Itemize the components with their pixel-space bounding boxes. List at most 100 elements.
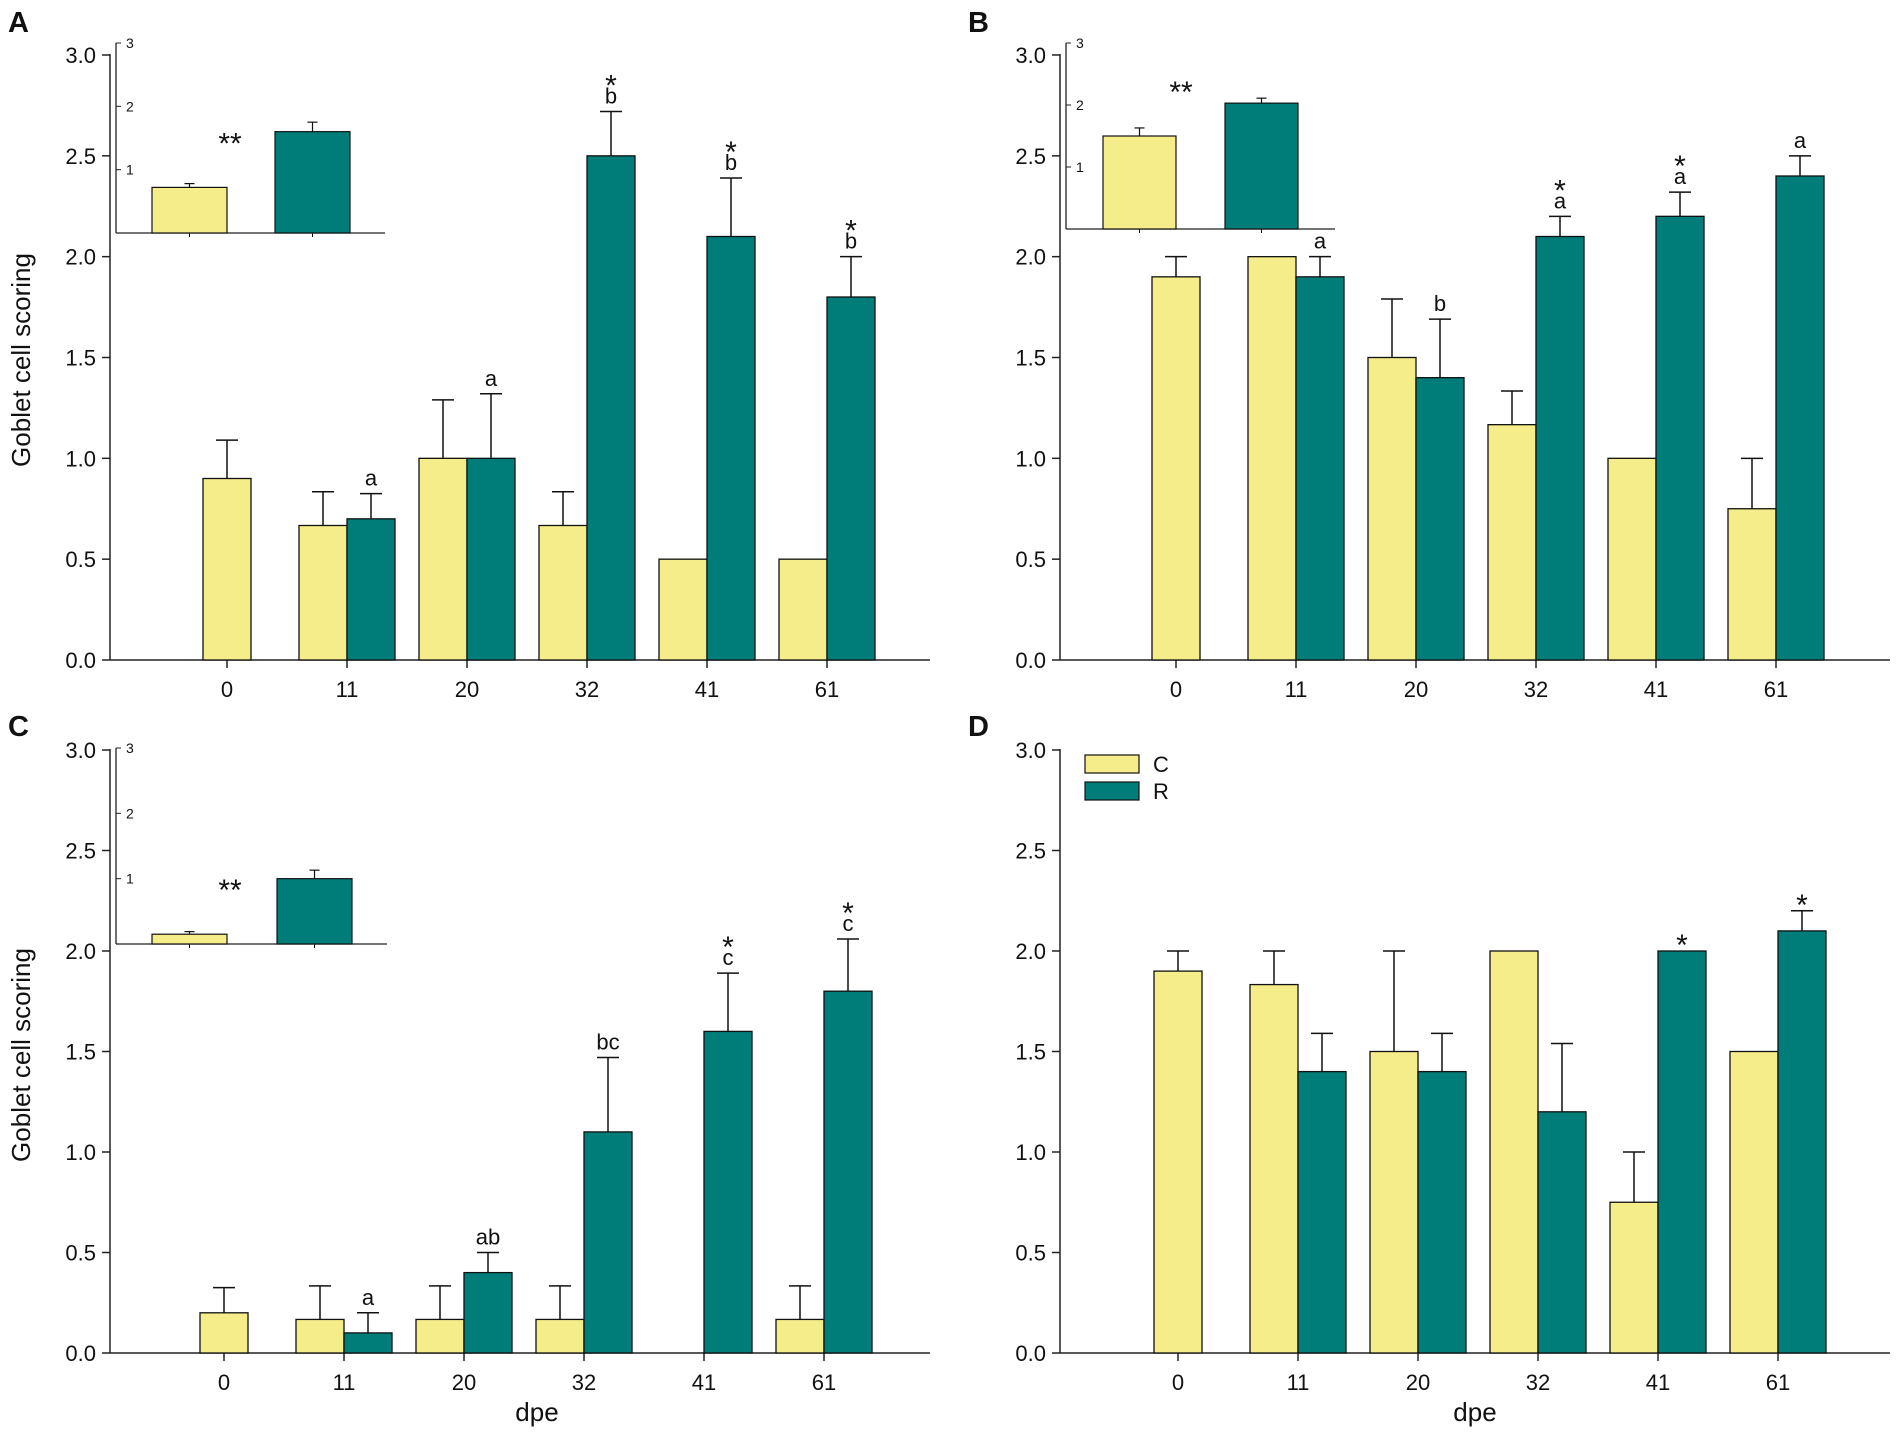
- significance-letter: a: [1674, 164, 1687, 189]
- y-tick-label: 2.5: [65, 839, 96, 864]
- significance-star: *: [845, 215, 857, 248]
- bar-r-41: [706, 235, 756, 661]
- panel-letter: B: [968, 7, 989, 39]
- panel-letter: C: [8, 711, 29, 743]
- bar-r-11: [343, 1332, 393, 1354]
- y-tick-label: 0.0: [1015, 1341, 1046, 1366]
- x-tick-label: 41: [695, 677, 719, 702]
- x-axis-title: dpe: [1453, 1397, 1496, 1427]
- significance-letter: b: [845, 229, 857, 254]
- y-tick-label: 0.5: [65, 1241, 96, 1266]
- bar-c-0: [1151, 276, 1201, 661]
- x-tick-label: 32: [1526, 1370, 1550, 1395]
- panel-letter: D: [968, 711, 989, 743]
- bar-r-61: [823, 990, 873, 1354]
- x-tick-label: 20: [455, 677, 479, 702]
- significance-letter: a: [1794, 128, 1807, 153]
- significance-letter: c: [723, 945, 734, 970]
- inset-significance-stars: **: [1169, 76, 1193, 109]
- x-tick-label: 11: [336, 677, 359, 702]
- inset-y-tick-label: 1: [1076, 159, 1084, 175]
- bar-r-11: [1295, 276, 1345, 661]
- bar-c-61: [775, 1318, 825, 1354]
- x-tick-label: 11: [1285, 677, 1308, 702]
- inset-y-tick-label: 3: [1076, 35, 1084, 51]
- y-tick-label: 1.5: [65, 346, 96, 371]
- significance-star: *: [842, 897, 854, 930]
- bar-r-11: [1297, 1070, 1347, 1354]
- y-tick-label: 2.0: [1015, 245, 1046, 270]
- bar-c-61: [1727, 508, 1777, 661]
- x-tick-label: 11: [333, 1370, 356, 1395]
- panel-C: C0.00.51.01.52.02.53.00 11 20 32 41 61Goblet …: [6, 711, 930, 1427]
- y-tick-label: 2.5: [1015, 839, 1046, 864]
- significance-star: *: [1796, 889, 1808, 922]
- x-tick-label: 11: [1287, 1370, 1310, 1395]
- bar-c-32: [535, 1318, 585, 1354]
- x-tick-label: 0: [221, 677, 233, 702]
- bar-c-11: [295, 1318, 345, 1354]
- bar-c-0: [1153, 970, 1203, 1354]
- y-tick-label: 0.0: [65, 1341, 96, 1366]
- significance-star: *: [725, 136, 737, 169]
- y-tick-label: 1.0: [65, 1140, 96, 1165]
- inset-y-tick-label: 1: [126, 871, 134, 887]
- bar-c-0: [199, 1312, 249, 1354]
- bar-c-61: [778, 558, 828, 661]
- x-tick-label: 32: [1524, 677, 1548, 702]
- panel-A: A0.00.51.01.52.02.53.00 11 20 32 41 61Goblet …: [6, 7, 930, 702]
- significance-letter: bc: [596, 1030, 619, 1055]
- significance-letter: a: [365, 466, 378, 491]
- x-tick-label: 41: [1644, 677, 1668, 702]
- inset-y-tick-label: 3: [126, 740, 134, 756]
- inset-chart: 1 2 3 **: [115, 35, 385, 237]
- x-tick-label: 20: [452, 1370, 476, 1395]
- bar-r-32: [583, 1131, 633, 1354]
- bar-c-32: [1489, 950, 1539, 1354]
- y-axis-title: Goblet cell scoring: [6, 948, 36, 1162]
- bar-r-32: [1537, 1111, 1587, 1354]
- bar-r-20: [1415, 377, 1465, 661]
- bar-r-20: [1417, 1070, 1467, 1354]
- significance-letter: b: [725, 150, 737, 175]
- y-tick-label: 1.5: [65, 1040, 96, 1065]
- legend-swatch-c: [1084, 754, 1140, 774]
- bar-r-32: [1535, 235, 1585, 661]
- legend-label-c: C: [1153, 752, 1169, 777]
- inset-significance-stars: **: [218, 874, 242, 907]
- x-tick-label: 61: [815, 677, 839, 702]
- y-tick-label: 3.0: [1015, 43, 1046, 68]
- x-tick-label: 20: [1404, 677, 1428, 702]
- x-tick-label: 41: [1646, 1370, 1670, 1395]
- y-tick-label: 0.0: [65, 648, 96, 673]
- significance-letter: ab: [476, 1225, 500, 1250]
- y-tick-label: 1.0: [1015, 446, 1046, 471]
- x-tick-label: 0: [218, 1370, 230, 1395]
- inset-chart: 1 2 3 **: [1065, 35, 1335, 233]
- bar-c-11: [298, 524, 348, 661]
- significance-letter: c: [843, 911, 854, 936]
- y-tick-label: 2.0: [65, 939, 96, 964]
- x-tick-label: 61: [1764, 677, 1788, 702]
- y-tick-label: 0.0: [1015, 648, 1046, 673]
- y-tick-label: 3.0: [65, 43, 96, 68]
- bar-c-11: [1247, 256, 1297, 661]
- significance-star: *: [722, 931, 734, 964]
- inset-y-tick-label: 2: [126, 98, 134, 114]
- inset-bar-r: [276, 878, 353, 945]
- y-axis-title: Goblet cell scoring: [6, 253, 36, 467]
- significance-star: *: [1674, 150, 1686, 183]
- legend: CR: [1084, 752, 1169, 804]
- panel-D: D 0.0 0.5 1.0 1.5 2.0 2.5 3.0 0 11 20 32 41 61 dpe * * CR: [968, 711, 1890, 1427]
- bar-r-11: [346, 518, 396, 661]
- x-tick-label: 61: [812, 1370, 836, 1395]
- legend-label-r: R: [1153, 779, 1169, 804]
- y-tick-label: 2.0: [1015, 939, 1046, 964]
- x-tick-label: 20: [1406, 1370, 1430, 1395]
- legend-swatch-r: [1084, 781, 1140, 801]
- significance-letter: a: [485, 366, 498, 391]
- y-tick-label: 3.0: [1015, 738, 1046, 763]
- bar-c-20: [1367, 356, 1417, 661]
- y-tick-label: 1.5: [1015, 346, 1046, 371]
